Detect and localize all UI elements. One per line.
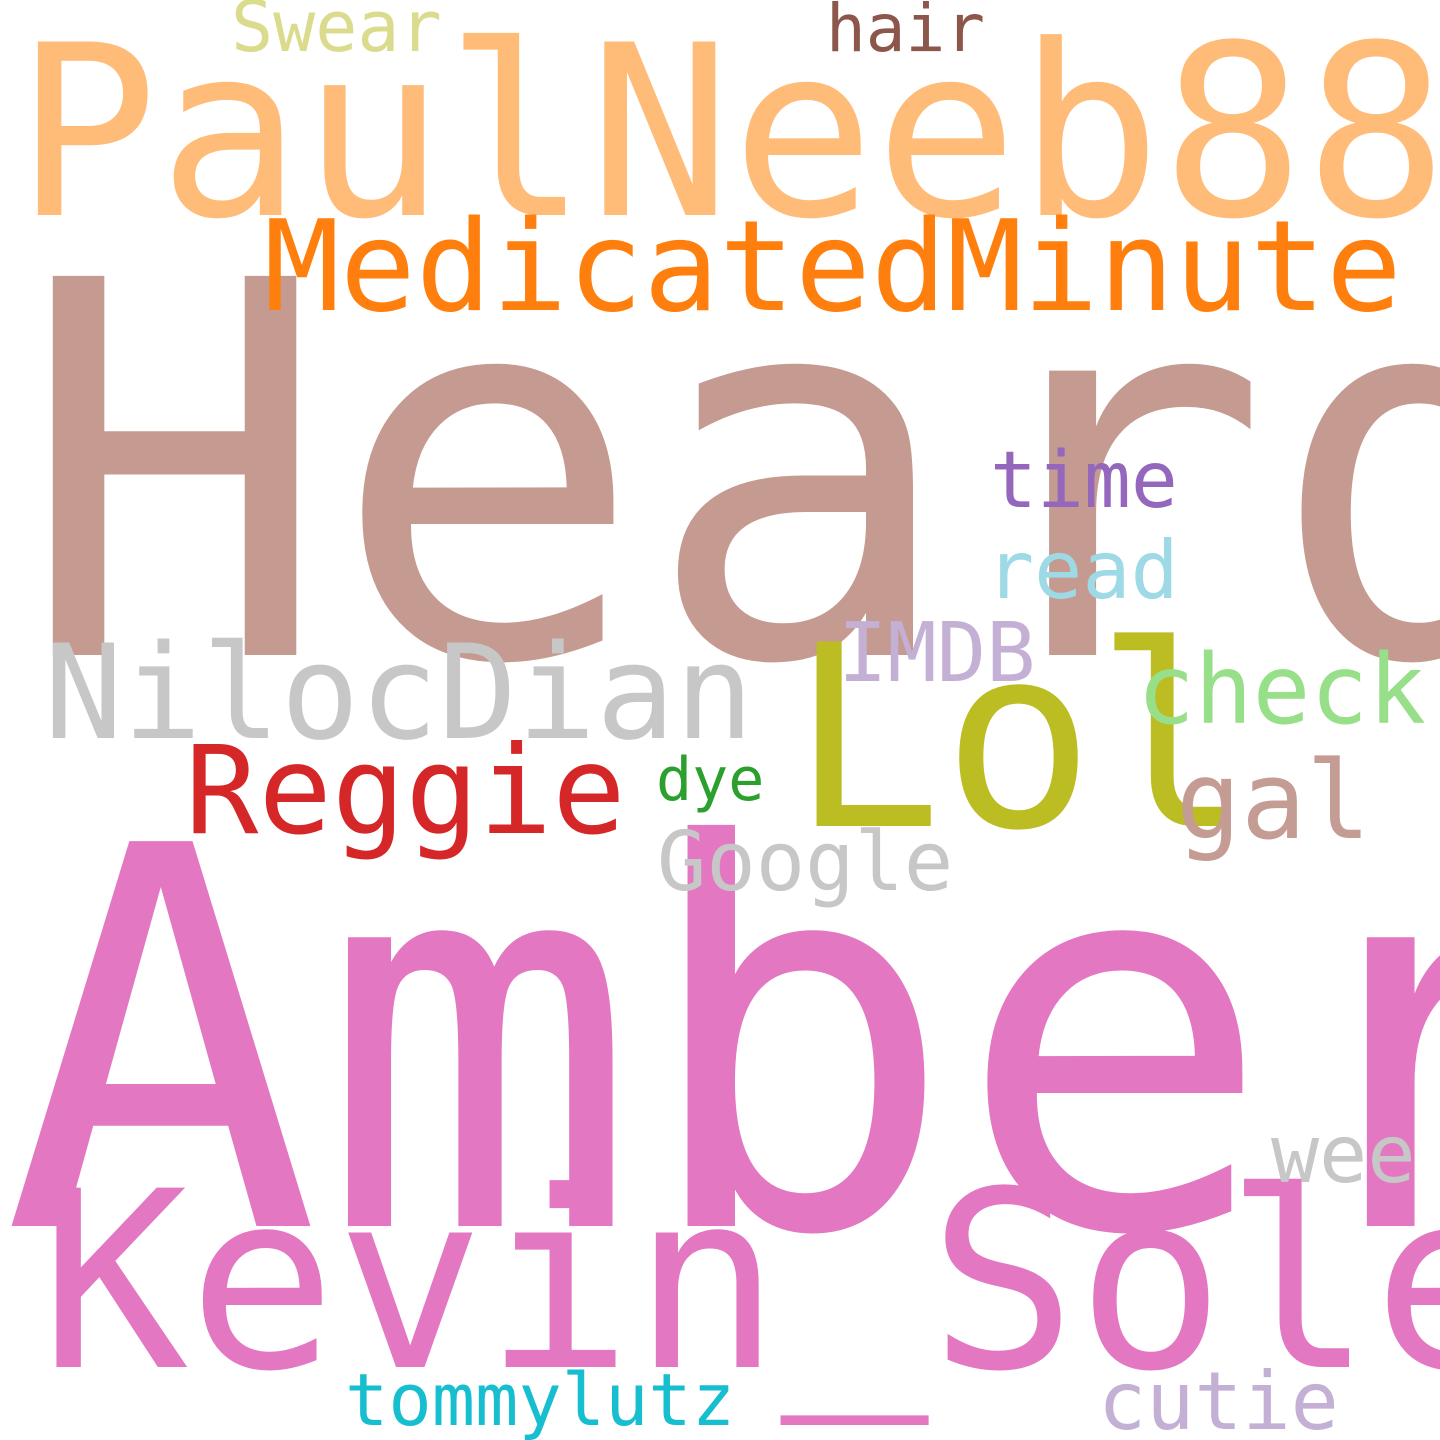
word-time: time [990, 436, 1178, 526]
word-swear: Swear [231, 0, 442, 68]
word-imdb: IMDB [838, 606, 1036, 701]
word-lol: Lol [790, 591, 1247, 886]
word-read: read [986, 524, 1179, 617]
word-paulneeb88: PaulNeeb88 [15, 0, 1440, 272]
word-kevin-sole: Kevin_Sole [40, 1140, 1440, 1426]
word-wee: wee [1271, 1108, 1416, 1201]
word-hair: hair [826, 0, 985, 67]
word-tommylutz: tommylutz [345, 1358, 736, 1440]
word-google: Google [657, 815, 954, 910]
word-check: check [1137, 634, 1426, 746]
word-dye: dye [656, 745, 765, 815]
word-cutie: cutie [1098, 1355, 1339, 1440]
word-heard: Heard [18, 172, 1440, 778]
word-medicatedminute: MedicatedMinute [264, 193, 1402, 340]
word-nilocdian: NilocDian [44, 616, 754, 769]
word-gal: gal [1176, 739, 1372, 864]
word-reggie: Reggie [185, 720, 626, 862]
word-amber: Amber [2, 736, 1440, 1351]
